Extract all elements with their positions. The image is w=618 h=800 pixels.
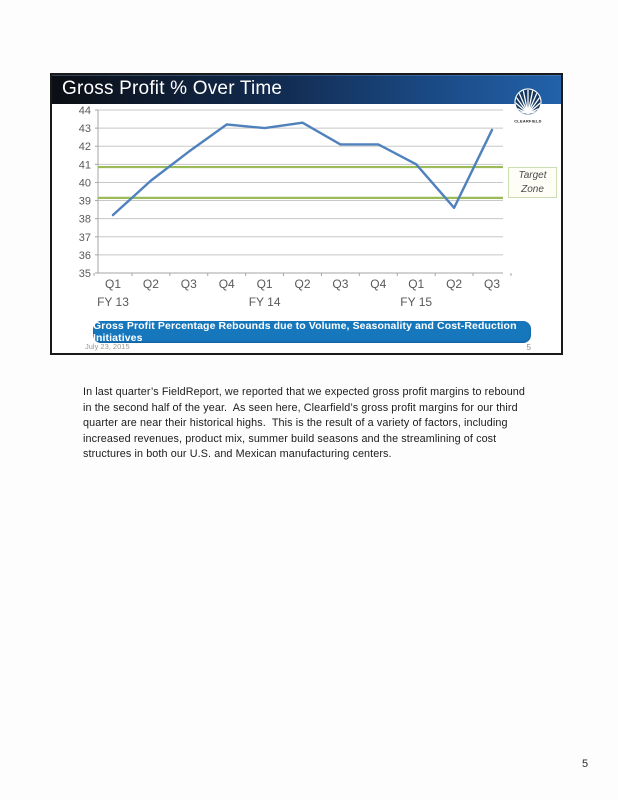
fiscal-year-label: FY 13	[97, 295, 129, 309]
logo-fan-icon	[515, 89, 541, 115]
logo-wordmark: CLEARFIELD	[514, 120, 542, 124]
clearfield-logo: CLEARFIELD	[514, 88, 542, 124]
slide-number: 5	[526, 343, 531, 352]
x-axis-label: Q2	[143, 277, 159, 291]
note-line: in the second half of the year. As seen …	[83, 401, 518, 414]
y-axis-label: 43	[79, 123, 91, 135]
series-line	[111, 121, 494, 217]
slide-date: July 23, 2015	[85, 342, 130, 351]
gross-profit-line-chart: 35 36 37 38 39 40 41 42 43 44 Q1 Q2 Q3 Q4 Q1 Q2 Q3 Q4 Q1 Q2…	[79, 105, 512, 309]
target-zone-label: Target Zone	[508, 167, 557, 198]
x-axis-label: Q1	[105, 277, 121, 291]
y-axis-label: 37	[79, 232, 91, 244]
note-line: increased revenues, product mix, summer …	[83, 432, 497, 445]
banner: Gross Profit Percentage Rebounds due to …	[93, 320, 531, 344]
y-axis-label: 40	[79, 177, 91, 189]
x-axis-label: Q1	[257, 277, 273, 291]
y-axis-label: 35	[79, 268, 91, 280]
y-axis-label: 42	[79, 141, 91, 153]
note-line: structures in both our U.S. and Mexican …	[83, 448, 392, 461]
speaker-notes-paragraph: In last quarter’s FieldReport, we report…	[83, 385, 563, 463]
x-axis-label: Q2	[446, 277, 462, 291]
slide-title: Gross Profit % Over Time	[62, 78, 283, 99]
x-axis-label: Q3	[332, 277, 348, 291]
fiscal-year-label: FY 15	[400, 295, 432, 309]
x-axis-label: Q3	[181, 277, 197, 291]
fiscal-year-label: FY 14	[249, 295, 281, 309]
page-number: 5	[582, 758, 589, 770]
banner-text: Gross Profit Percentage Rebounds due to …	[93, 320, 517, 344]
slide-title-bar: Gross Profit % Over Time	[52, 75, 561, 104]
x-axis-label: Q4	[370, 277, 386, 291]
slide: Gross Profit % Over Time 35 36 37 38 39 40 41 4…	[50, 73, 563, 355]
y-axis-label: 41	[79, 159, 91, 171]
x-axis-label: Q4	[219, 277, 235, 291]
note-line: quarter are near their historical highs.…	[83, 417, 508, 430]
y-axis-label: 44	[79, 105, 91, 117]
x-axis-label: Q1	[408, 277, 424, 291]
note-line: In last quarter’s FieldReport, we report…	[83, 386, 526, 398]
y-axis-label: 39	[79, 196, 91, 208]
y-axis-label: 36	[79, 250, 91, 262]
y-axis-label: 38	[79, 214, 91, 226]
x-axis-label: Q2	[294, 277, 310, 291]
x-axis-label: Q3	[484, 277, 500, 291]
